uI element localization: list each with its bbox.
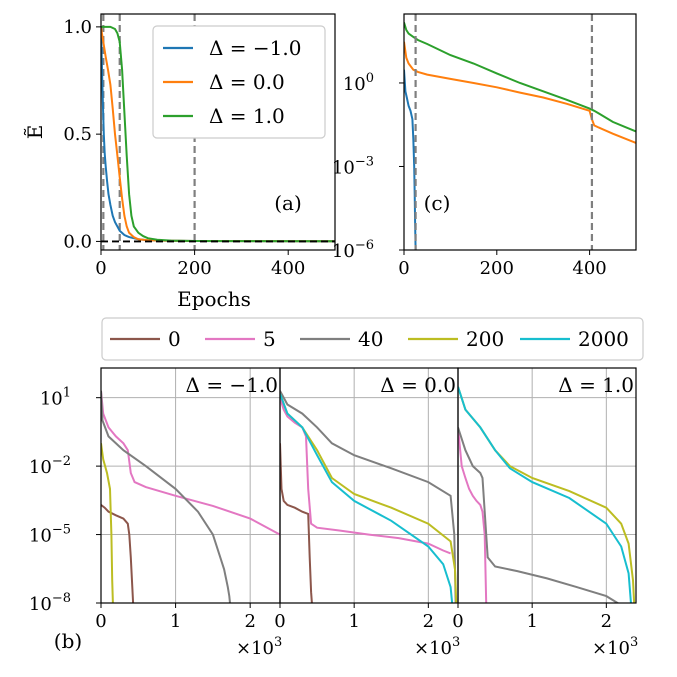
panel-b-ytick-label-2-exponent: −2 <box>52 454 71 469</box>
panel-b-legend-label-3: 200 <box>466 327 504 351</box>
panel-b0-xtick-label-1: 1 <box>170 611 181 632</box>
panel-b1-series-40 <box>280 390 457 603</box>
panel-c-xtick-label-0: 0 <box>398 258 409 279</box>
panel-b-ytick-label-3-exponent: 1 <box>63 386 71 401</box>
panel-b2-xtick-label-2: 2 <box>601 611 612 632</box>
panel-b0-series-0 <box>101 504 135 603</box>
panel-c-ytick-label-2-base: 10 <box>343 74 366 95</box>
panel-b2-series-5 <box>458 427 488 603</box>
panel-a-ytick-label-2: 1.0 <box>63 17 92 38</box>
panel-b0-x-multiplier: ×103 <box>236 635 282 659</box>
panel-b1-series-2000 <box>280 393 454 603</box>
panel-b2-series-40 <box>458 427 620 603</box>
panel-b-ytick-label-2: 10−2 <box>29 454 71 478</box>
panel-a-xtick-label-1: 200 <box>177 258 211 279</box>
panel-b1-series-200 <box>280 393 458 603</box>
panel-b0-x-multiplier-base: ×10 <box>236 638 274 659</box>
panel-a-legend-label-2: Δ = 1.0 <box>209 104 285 128</box>
panel-c-xtick-label-1: 200 <box>480 258 514 279</box>
panel-b-ytick-label-2-base: 10 <box>29 457 52 478</box>
panel-a-ytick-label-1: 0.5 <box>63 124 92 145</box>
panel-c-frame <box>403 13 637 251</box>
panel-c-series-2 <box>404 22 636 133</box>
panel-a-frame <box>100 13 336 251</box>
panel-b1-frame <box>279 367 459 604</box>
panel-b-legend-label-2: 40 <box>358 327 383 351</box>
panel-b-legend-label-1: 5 <box>263 327 276 351</box>
panel-a-xlabel: Epochs <box>177 287 251 311</box>
panel-b0-series-5 <box>101 390 280 536</box>
panel-c-ytick-label-1-base: 10 <box>332 157 355 178</box>
panel-b2-x-multiplier-base: ×10 <box>592 638 630 659</box>
panel-c-plot-area <box>404 14 636 250</box>
panel-b1-title: Δ = 0.0 <box>380 373 456 397</box>
panel-a-legend-label-0: Δ = −1.0 <box>209 36 301 60</box>
panel-b-legend-label-0: 0 <box>168 327 181 351</box>
panel-b-ytick-label-1-exponent: −5 <box>52 523 71 538</box>
panel-b0-x-multiplier-exponent: 3 <box>274 635 282 650</box>
panel-c-ytick-label-2: 100 <box>343 71 374 95</box>
panel-b-ytick-label-3-base: 10 <box>40 389 63 410</box>
panel-b-ytick-label-1: 10−5 <box>29 523 71 547</box>
panel-b0-xtick-label-0: 0 <box>95 611 106 632</box>
panel-c-ytick-label-2-exponent: 0 <box>366 71 374 86</box>
panel-c-ytick-label-1: 10−3 <box>332 154 374 178</box>
panel-b1-xtick-label-0: 0 <box>274 611 285 632</box>
panel-b2-xtick-label-1: 1 <box>526 611 537 632</box>
panel-b-ytick-label-0-exponent: −8 <box>52 591 71 606</box>
panel-b1-xtick-label-2: 2 <box>423 611 434 632</box>
panel-b0-frame <box>100 367 281 604</box>
panel-c-xtick-label-2: 400 <box>572 258 606 279</box>
panel-b-ytick-label-3: 101 <box>40 386 71 410</box>
panel-b1-x-multiplier-exponent: 3 <box>452 635 460 650</box>
panel-a-xtick-label-2: 400 <box>271 258 305 279</box>
panel-b-ytick-label-1-base: 10 <box>29 526 52 547</box>
panel-b1-series-5 <box>280 397 451 555</box>
panel-b-legend-label-4: 2000 <box>578 327 629 351</box>
panel-c-label: (c) <box>424 191 451 215</box>
panel-c-ytick-label-0-exponent: −6 <box>355 238 374 253</box>
panel-b0-plot-area <box>101 368 280 603</box>
panel-b1-series-0 <box>280 443 313 603</box>
panel-b1-x-multiplier-base: ×10 <box>414 638 452 659</box>
panel-b2-frame <box>457 367 637 604</box>
panel-a-ytick-label-0: 0.0 <box>63 231 92 252</box>
panel-b-label: (b) <box>54 629 82 653</box>
panel-a-ylabel: Ẽ <box>23 125 47 140</box>
panel-b0-xtick-label-2: 2 <box>244 611 255 632</box>
panel-a-series-1 <box>101 26 335 243</box>
panel-a-legend <box>152 25 326 139</box>
panel-b2-x-multiplier-exponent: 3 <box>630 635 638 650</box>
panel-a-series-2 <box>101 25 335 243</box>
panel-c-series-1 <box>404 41 636 144</box>
panel-a-legend-label-1: Δ = 0.0 <box>209 70 285 94</box>
panel-b0-series-40 <box>101 390 232 603</box>
panel-a-xtick-label-0: 0 <box>95 258 106 279</box>
panel-b1-x-multiplier: ×103 <box>414 635 460 659</box>
panel-b-ytick-label-0: 10−8 <box>29 591 71 615</box>
panel-b0-title: Δ = −1.0 <box>186 373 278 397</box>
panel-b-legend <box>101 317 644 361</box>
panel-c-series-0 <box>404 69 417 250</box>
panel-c-ytick-label-1-exponent: −3 <box>355 154 374 169</box>
panel-b1-plot-area <box>280 368 458 603</box>
panel-b-ytick-label-0-base: 10 <box>29 594 52 615</box>
panel-b2-plot-area <box>458 368 636 603</box>
panel-a-label: (a) <box>274 191 302 215</box>
panel-b2-series-2000 <box>458 386 632 603</box>
panel-b2-xtick-label-0: 0 <box>452 611 463 632</box>
panel-c-ytick-label-0-base: 10 <box>332 241 355 262</box>
panel-b1-xtick-label-1: 1 <box>348 611 359 632</box>
panel-b2-x-multiplier: ×103 <box>592 635 638 659</box>
panel-b0-series-200 <box>101 443 114 603</box>
panel-b2-title: Δ = 1.0 <box>558 373 634 397</box>
panel-c-ytick-label-0: 10−6 <box>332 238 374 262</box>
